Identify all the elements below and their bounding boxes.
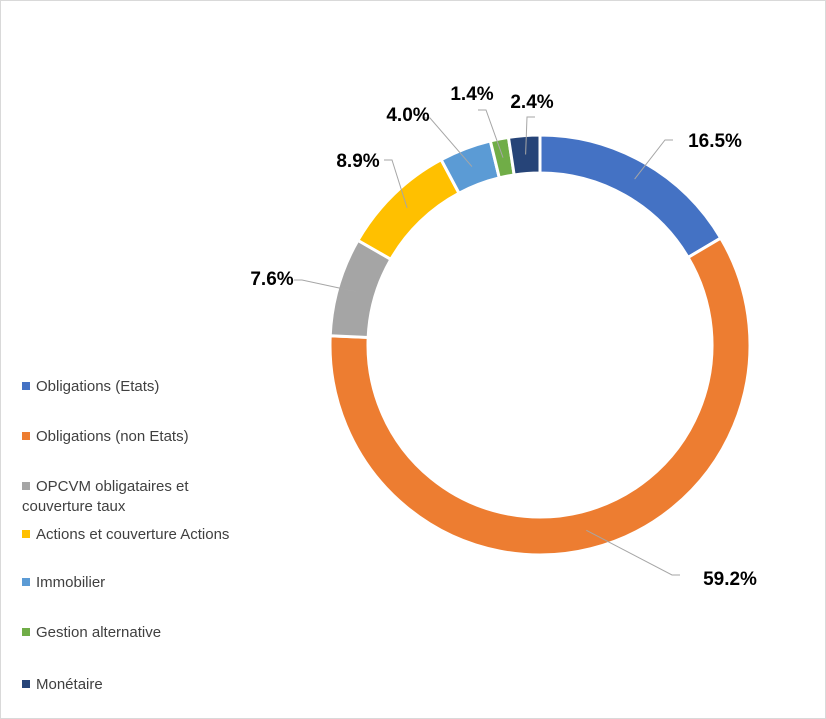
legend-label: Monétaire <box>36 676 103 693</box>
legend-label: Immobilier <box>36 574 106 591</box>
data-label: 1.4% <box>450 84 493 105</box>
legend-entry: Obligations (Etats) <box>22 377 322 397</box>
leader-line <box>422 117 473 167</box>
legend-entry: Immobilier <box>22 573 322 593</box>
leader-line <box>478 109 504 158</box>
legend-swatch <box>22 578 30 586</box>
legend-label: OPCVM obligataires et couverture taux <box>22 478 189 515</box>
data-label: 2.4% <box>510 92 553 113</box>
legend-entry: OPCVM obligataires et couverture taux <box>22 477 262 517</box>
data-label: 7.6% <box>250 269 293 290</box>
legend-swatch <box>22 432 30 440</box>
leader-line <box>525 116 535 155</box>
data-label: 59.2% <box>703 569 757 590</box>
leader-line <box>384 159 408 208</box>
legend-swatch <box>22 628 30 636</box>
legend-entry: Gestion alternative <box>22 623 322 643</box>
donut-slice <box>328 236 752 557</box>
leader-line <box>634 139 673 180</box>
data-label: 16.5% <box>688 131 742 152</box>
donut-slice <box>355 157 462 262</box>
legend-label: Actions et couverture Actions <box>36 526 230 543</box>
legend-swatch <box>22 530 30 538</box>
legend-entry: Monétaire <box>22 675 322 695</box>
data-label: 8.9% <box>336 151 379 172</box>
donut-slice <box>506 133 542 177</box>
legend-swatch <box>22 482 30 490</box>
data-label: 4.0% <box>386 105 429 126</box>
legend-entry: Actions et couverture Actions <box>22 525 322 545</box>
leader-line <box>586 529 680 576</box>
legend-swatch <box>22 382 30 390</box>
leader-line <box>294 279 357 293</box>
legend-label: Obligations (Etats) <box>36 378 160 395</box>
legend-label: Gestion alternative <box>36 624 162 641</box>
legend-swatch <box>22 680 30 688</box>
donut-slice <box>538 133 723 260</box>
legend-label: Obligations (non Etats) <box>36 428 189 445</box>
legend-entry: Obligations (non Etats) <box>22 427 322 447</box>
